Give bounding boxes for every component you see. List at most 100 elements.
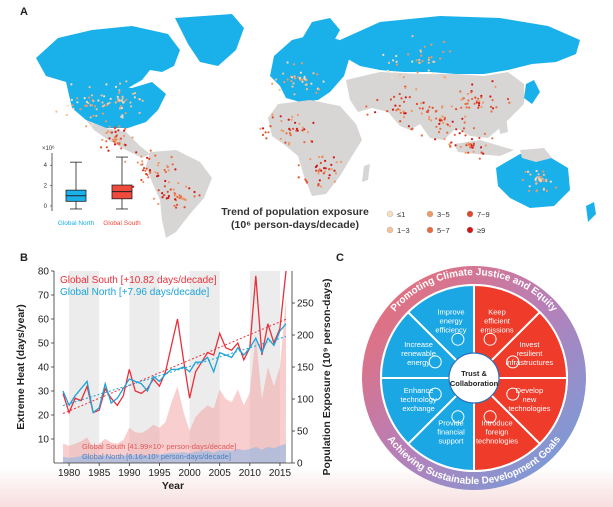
x-tick-label: 1985	[88, 468, 111, 479]
exposure-dot	[120, 99, 123, 102]
exposure-dot	[157, 189, 160, 192]
exposure-dot	[65, 113, 68, 117]
exposure-dot	[286, 78, 289, 81]
legend-label: 5~7	[437, 226, 450, 235]
exposure-dot	[146, 173, 149, 176]
exposure-dot	[403, 100, 406, 103]
exposure-dot	[421, 60, 424, 63]
legend-label: ≥9	[477, 226, 485, 235]
exposure-dot	[398, 73, 402, 77]
exposure-dot	[467, 142, 470, 145]
exposure-dot	[472, 144, 475, 147]
exposure-dot	[317, 170, 320, 173]
trend-line	[62, 318, 287, 414]
exposure-dot	[109, 97, 112, 100]
segment-label-line: Develop	[516, 386, 544, 395]
exposure-dot	[535, 190, 538, 193]
exposure-dot	[97, 99, 100, 102]
legend-swatch	[426, 226, 434, 234]
exposure-dot	[114, 85, 118, 88]
exposure-dot	[124, 127, 127, 130]
exposure-dot	[464, 151, 467, 154]
exposure-dot	[114, 139, 117, 142]
exposure-dot	[184, 198, 187, 201]
exposure-dot	[464, 102, 467, 106]
exposure-dot	[333, 180, 336, 183]
legend-label: ≤1	[397, 210, 405, 219]
exposure-dot	[176, 195, 179, 199]
exposure-dot	[489, 105, 493, 108]
exposure-dot	[289, 134, 292, 137]
exposure-dot	[121, 116, 124, 119]
exposure-dot	[471, 97, 474, 101]
exposure-dot	[418, 61, 421, 64]
factory-icon	[483, 332, 497, 346]
exposure-dot	[88, 96, 91, 99]
exposure-dot	[460, 106, 463, 109]
exposure-dot	[317, 172, 320, 175]
exposure-dot	[322, 80, 325, 83]
exposure-dot	[444, 77, 447, 80]
legend-label: 1~3	[397, 226, 410, 235]
y2-axis-label: Population Exposure (10⁹ person-days)	[321, 279, 333, 476]
exposure-dot	[446, 123, 449, 126]
exposure-dot	[105, 140, 108, 143]
exposure-dot	[327, 177, 330, 180]
exposure-dot	[421, 107, 424, 110]
exposure-dot	[149, 171, 152, 174]
exposure-dot	[114, 137, 117, 140]
exposure-dot	[324, 159, 327, 162]
exposure-dot	[318, 179, 321, 182]
wheel-segment	[379, 310, 477, 379]
heat-line	[62, 323, 287, 414]
exposure-dot	[399, 111, 402, 114]
exposure-dot	[465, 144, 468, 147]
exposure-dot	[430, 119, 433, 122]
exposure-dot	[466, 92, 469, 96]
exposure-dot	[469, 143, 472, 146]
exposure-dot	[304, 83, 307, 86]
exposure-dot	[390, 76, 394, 79]
exposure-dot	[395, 63, 398, 66]
exposure-dot	[296, 113, 300, 116]
panel-letter-a: A	[20, 6, 28, 18]
x-tick-label: 2010	[239, 468, 262, 479]
exposure-dot	[319, 161, 322, 165]
exposure-dot	[473, 102, 476, 105]
exposure-dot	[173, 204, 176, 207]
exposure-dot	[271, 82, 274, 85]
x-tick-label: 2015	[269, 468, 292, 479]
exposure-dot	[554, 186, 558, 189]
exposure-dot	[95, 108, 98, 111]
exposure-dot	[170, 155, 173, 159]
exposure-dot	[442, 121, 445, 125]
y-tick-label: 60	[38, 315, 50, 326]
wheel-segment	[471, 310, 569, 379]
exposure-dot	[176, 203, 179, 206]
exposure-dot	[76, 101, 79, 104]
exposure-dot	[297, 164, 300, 167]
exposure-dot	[461, 97, 464, 100]
exposure-dot	[408, 96, 411, 99]
exposure-dot	[295, 127, 298, 130]
exposure-dot	[407, 125, 410, 128]
exposure-dot	[287, 143, 290, 146]
exposure-dot	[477, 104, 481, 107]
heat-lines	[62, 270, 287, 415]
exposure-dot	[108, 101, 111, 104]
exposure-dot	[467, 99, 470, 102]
exposure-dot	[55, 110, 58, 113]
world-map	[36, 14, 596, 238]
exposure-dot	[461, 130, 464, 133]
exposure-dot	[292, 82, 295, 85]
panel-letter-c: C	[336, 252, 344, 264]
exposure-dot	[114, 126, 117, 129]
exposure-dot	[289, 128, 292, 132]
exposure-dot	[129, 101, 132, 104]
exposure-dot	[125, 98, 128, 101]
exposure-dot	[471, 146, 474, 149]
exposure-dot	[166, 190, 169, 193]
exposure-dot	[392, 59, 395, 62]
exposure-dot	[480, 105, 483, 108]
